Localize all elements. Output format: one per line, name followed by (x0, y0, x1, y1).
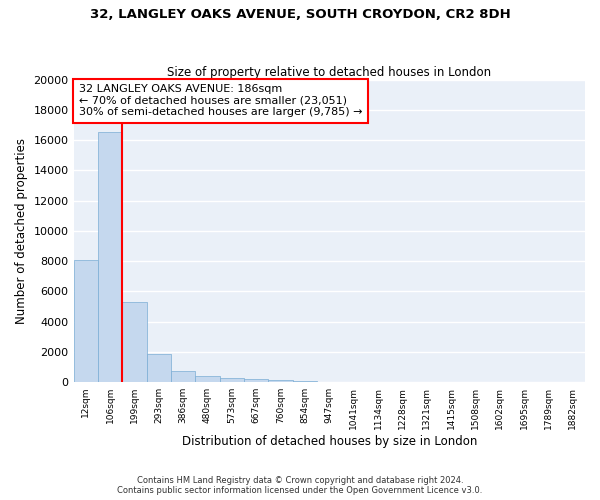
Text: 32 LANGLEY OAKS AVENUE: 186sqm
← 70% of detached houses are smaller (23,051)
30%: 32 LANGLEY OAKS AVENUE: 186sqm ← 70% of … (79, 84, 362, 117)
Y-axis label: Number of detached properties: Number of detached properties (15, 138, 28, 324)
Bar (196, 376, 220, 382)
Bar (98, 132, 122, 382)
Bar (268, 380, 293, 382)
Bar (74, 260, 98, 382)
Bar (122, 302, 146, 382)
Bar (293, 380, 317, 382)
Bar (220, 378, 244, 382)
X-axis label: Distribution of detached houses by size in London: Distribution of detached houses by size … (182, 434, 477, 448)
Text: 32, LANGLEY OAKS AVENUE, SOUTH CROYDON, CR2 8DH: 32, LANGLEY OAKS AVENUE, SOUTH CROYDON, … (89, 8, 511, 20)
Text: Contains HM Land Registry data © Crown copyright and database right 2024.
Contai: Contains HM Land Registry data © Crown c… (118, 476, 482, 495)
Bar (146, 354, 171, 382)
Title: Size of property relative to detached houses in London: Size of property relative to detached ho… (167, 66, 491, 78)
Bar (171, 372, 196, 382)
Bar (244, 379, 268, 382)
